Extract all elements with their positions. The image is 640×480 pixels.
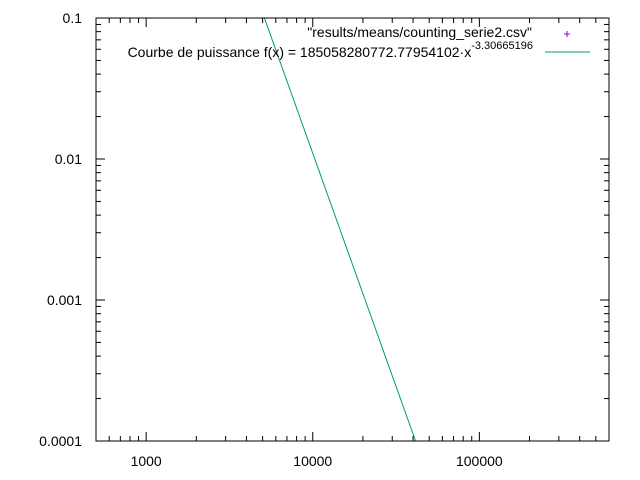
legend-label-power-curve: Courbe de puissance f(x) = 185058280772.… <box>128 40 533 60</box>
x-tick-label: 100000 <box>456 453 503 469</box>
legend-power-curve-exponent: -3.30665196 <box>471 40 533 52</box>
plot-frame <box>95 17 610 442</box>
ticks-layer: 1000 10000 100000 0.1 0.01 0.001 0.0001 <box>39 10 610 469</box>
legend-power-curve-formula: Courbe de puissance f(x) = 185058280772.… <box>128 44 472 60</box>
curve-layer <box>263 17 417 442</box>
y-tick-label: 0.0001 <box>39 433 82 449</box>
y-tick-label: 0.001 <box>47 292 82 308</box>
y-tick-label: 0.01 <box>55 151 82 167</box>
x-tick-label: 10000 <box>293 453 332 469</box>
legend: "results/means/counting_serie2.csv" Cour… <box>128 24 590 60</box>
power-curve-line <box>263 17 417 442</box>
x-tick-label: 1000 <box>131 453 162 469</box>
y-tick-label: 0.1 <box>63 10 83 26</box>
legend-label-data-series: "results/means/counting_serie2.csv" <box>307 24 532 40</box>
legend-marker-plus <box>564 31 570 37</box>
